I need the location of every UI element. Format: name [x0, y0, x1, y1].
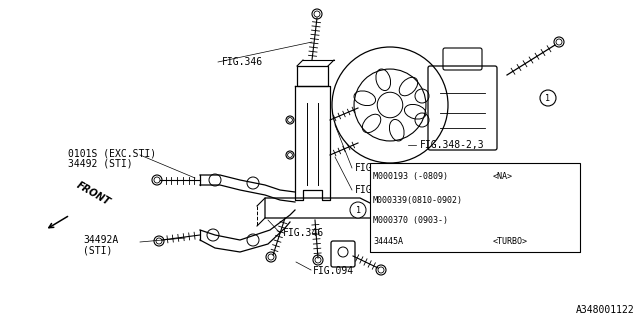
Text: 1: 1 [355, 205, 360, 214]
Bar [370, 163, 580, 252]
Text: M000193 (-0809): M000193 (-0809) [373, 172, 448, 181]
Text: FIG.348-2,3: FIG.348-2,3 [420, 140, 484, 150]
Text: FIG.094: FIG.094 [313, 266, 354, 276]
Text: 1: 1 [545, 93, 550, 102]
Text: 0101S (EXC.STI): 0101S (EXC.STI) [68, 148, 156, 158]
Text: 34445A: 34445A [373, 236, 403, 245]
Text: M000339(0810-0902): M000339(0810-0902) [373, 196, 463, 204]
Text: FIG.346: FIG.346 [415, 240, 456, 250]
Text: 34492A: 34492A [83, 235, 118, 245]
Text: FIG.346: FIG.346 [355, 163, 396, 173]
Text: FRONT: FRONT [75, 180, 112, 207]
Text: <NA>: <NA> [493, 172, 513, 181]
Circle shape [350, 202, 366, 218]
Text: 34492 (STI): 34492 (STI) [68, 158, 132, 168]
Text: FIG.346: FIG.346 [222, 57, 263, 67]
Circle shape [540, 90, 556, 106]
Text: FIG.346: FIG.346 [283, 228, 324, 238]
Text: A348001122: A348001122 [576, 305, 635, 315]
Text: <TURBO>: <TURBO> [493, 236, 528, 245]
Text: M000370 (0903-): M000370 (0903-) [373, 215, 448, 225]
Text: FIG.346: FIG.346 [355, 185, 396, 195]
Text: (STI): (STI) [83, 245, 113, 255]
